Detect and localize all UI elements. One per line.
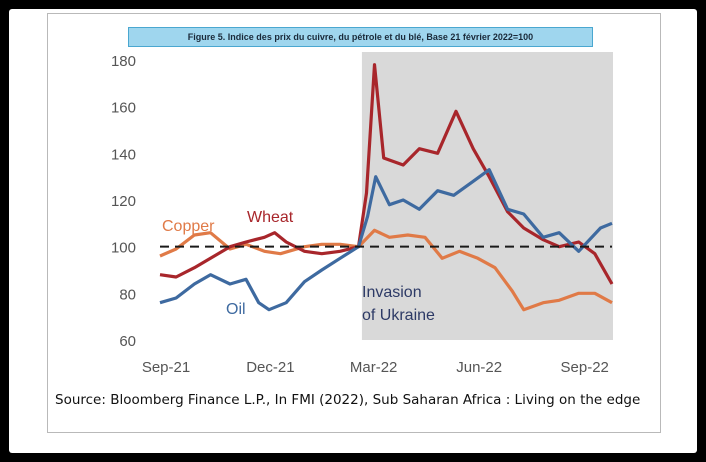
- x-tick-label: Jun-22: [456, 359, 502, 376]
- x-tick-label: Mar-22: [350, 359, 398, 376]
- source-note: Source: Bloomberg Finance L.P., In FMI (…: [55, 392, 641, 408]
- y-tick-label: 100: [111, 240, 136, 257]
- y-axis-ticks: 60 80 100 120 140 160 180: [111, 53, 136, 350]
- y-tick-label: 140: [111, 146, 136, 163]
- y-tick-label: 180: [111, 53, 136, 70]
- figure-title: Figure 5. Indice des prix du cuivre, du …: [128, 27, 593, 47]
- x-tick-label: Sep-22: [561, 359, 609, 376]
- wheat-line: [159, 63, 614, 285]
- invasion-label-line2: of Ukraine: [362, 307, 435, 324]
- wheat-label: Wheat: [247, 209, 294, 226]
- y-tick-label: 160: [111, 100, 136, 117]
- y-tick-label: 120: [111, 193, 136, 210]
- x-tick-label: Dec-21: [246, 359, 294, 376]
- y-tick-label: 80: [119, 286, 136, 303]
- x-tick-label: Sep-21: [142, 359, 190, 376]
- copper-label: Copper: [162, 218, 215, 235]
- invasion-shaded-region: [361, 52, 613, 340]
- x-axis-ticks: Sep-21 Dec-21 Mar-22 Jun-22 Sep-22: [142, 359, 609, 376]
- oil-label: Oil: [226, 301, 246, 318]
- oil-line: [159, 168, 613, 312]
- y-tick-label: 60: [119, 333, 136, 350]
- invasion-label-line1: Invasion: [362, 284, 422, 301]
